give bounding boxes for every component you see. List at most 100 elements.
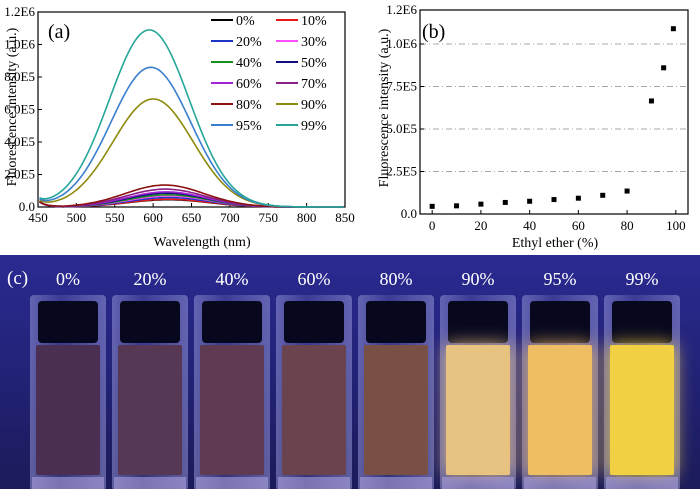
panel-c-label: (c) xyxy=(7,268,29,289)
data-point xyxy=(478,201,484,207)
legend-label: 10% xyxy=(301,14,327,29)
x-tick-label-a: 450 xyxy=(28,210,48,225)
y-tick-label-a: 4.0E5 xyxy=(4,134,35,149)
legend-label: 70% xyxy=(301,77,327,92)
x-tick-label-a: 500 xyxy=(67,210,87,225)
y-tick-label-b: 1.0E6 xyxy=(386,36,417,51)
y-tick-label-a: 0.0 xyxy=(19,199,35,214)
sample-label: 60% xyxy=(297,269,331,289)
data-point xyxy=(454,203,460,209)
legend-label: 80% xyxy=(236,98,262,113)
y-tick-label-a: 8.0E5 xyxy=(4,69,35,84)
y-tick-label-a: 1.2E6 xyxy=(4,4,35,19)
x-tick-label-a: 750 xyxy=(259,210,279,225)
series-line-90pct xyxy=(39,98,344,208)
y-tick-label-b: 1.2E6 xyxy=(386,2,417,17)
x-tick-label-b: 100 xyxy=(666,218,686,233)
legend-label: 60% xyxy=(236,77,262,92)
intensity-scatter-chart: 0 20 40 60 80 100 0.0 2.5E5 5.0E5 7.5E5 1.0E6 1.2E6 xyxy=(386,2,689,233)
x-tick-label-a: 850 xyxy=(335,210,355,225)
cuvette-liquid xyxy=(282,345,346,475)
panel-b-label: (b) xyxy=(422,21,445,43)
data-point xyxy=(527,198,533,204)
sample-label: 20% xyxy=(133,269,167,289)
cuvette xyxy=(522,295,598,489)
cuvette-empty-space xyxy=(612,301,672,343)
data-point xyxy=(502,199,508,205)
panel-a-ylabel: Fluorescence intensity (a.u.) xyxy=(5,27,20,186)
x-tick-label-a: 800 xyxy=(297,210,317,225)
cuvette-empty-space xyxy=(38,301,98,343)
cuvette-base xyxy=(606,477,678,489)
legend-label: 40% xyxy=(236,56,262,71)
cuvette-base xyxy=(278,477,350,489)
spectra-chart: 450 500 550 600 650 700 750 800 850 0.0 2.0E5 4.0E5… xyxy=(4,4,354,225)
sample-label: 99% xyxy=(625,269,659,289)
cuvette-liquid xyxy=(36,345,100,475)
data-point xyxy=(600,192,606,198)
cuvette-base xyxy=(32,477,104,489)
series-line-99pct xyxy=(39,29,344,208)
panel-a-xlabel: Wavelength (nm) xyxy=(153,235,251,250)
y-tick-label-b: 5.0E5 xyxy=(386,121,417,136)
panel-b-ylabel: Fluorescence intensity (a.u.) xyxy=(377,28,392,187)
data-point xyxy=(429,203,435,209)
legend-label: 50% xyxy=(301,56,327,71)
cuvette xyxy=(440,295,516,489)
panel-a-label: (a) xyxy=(48,21,70,43)
data-point xyxy=(624,188,630,194)
data-point xyxy=(575,195,581,201)
x-tick-label-a: 650 xyxy=(182,210,202,225)
y-tick-label-b: 2.5E5 xyxy=(386,164,417,179)
y-tick-label-b: 0.0 xyxy=(401,206,417,221)
y-tick-label-a: 1.0E6 xyxy=(4,37,35,52)
y-tick-label-a: 6.0E5 xyxy=(4,102,35,117)
legend-label: 30% xyxy=(301,35,327,50)
legend-label: 0% xyxy=(236,14,255,29)
cuvette xyxy=(604,295,680,489)
cuvette xyxy=(276,295,352,489)
y-tick-label-a: 2.0E5 xyxy=(4,167,35,182)
sample-label: 0% xyxy=(56,269,80,289)
cuvette-liquid xyxy=(118,345,182,475)
sample-label: 90% xyxy=(461,269,495,289)
x-tick-label-b: 20 xyxy=(474,218,487,233)
sample-label: 40% xyxy=(215,269,249,289)
series-line-95pct xyxy=(39,66,344,208)
cuvette-photo: (c) 0% 20% 40% 60% 80% 90% 95% 99% xyxy=(0,255,700,489)
cuvette xyxy=(194,295,270,489)
cuvette xyxy=(112,295,188,489)
data-point xyxy=(661,65,667,71)
charts-area: (a) Wavelength (nm) Fluorescence intensi… xyxy=(4,2,689,251)
cuvette-base xyxy=(442,477,514,489)
legend-label: 95% xyxy=(236,119,262,134)
data-point xyxy=(648,98,654,104)
x-tick-label-a: 700 xyxy=(220,210,240,225)
cuvette xyxy=(358,295,434,489)
cuvette-empty-space xyxy=(366,301,426,343)
legend-label: 99% xyxy=(301,119,327,134)
y-tick-label-b: 7.5E5 xyxy=(386,79,417,94)
cuvette-empty-space xyxy=(530,301,590,343)
cuvette-base xyxy=(524,477,596,489)
cuvette-empty-space xyxy=(202,301,262,343)
cuvette-base xyxy=(114,477,186,489)
x-tick-label-b: 80 xyxy=(621,218,634,233)
x-tick-label-b: 40 xyxy=(523,218,536,233)
panel-b-frame xyxy=(419,9,689,215)
x-tick-label-a: 600 xyxy=(143,210,163,225)
x-tick-label-b: 60 xyxy=(572,218,585,233)
panel-a-frame xyxy=(37,11,346,208)
data-point xyxy=(670,26,676,32)
cuvette-liquid xyxy=(446,345,510,475)
cuvette-liquid xyxy=(528,345,592,475)
cuvette-empty-space xyxy=(120,301,180,343)
x-tick-label-b: 0 xyxy=(429,218,436,233)
cuvette xyxy=(30,295,106,489)
legend-label: 90% xyxy=(301,98,327,113)
cuvette-liquid xyxy=(610,345,674,475)
data-point xyxy=(551,197,557,203)
x-tick-label-a: 550 xyxy=(105,210,125,225)
cuvette-liquid xyxy=(364,345,428,475)
sample-label: 95% xyxy=(543,269,577,289)
